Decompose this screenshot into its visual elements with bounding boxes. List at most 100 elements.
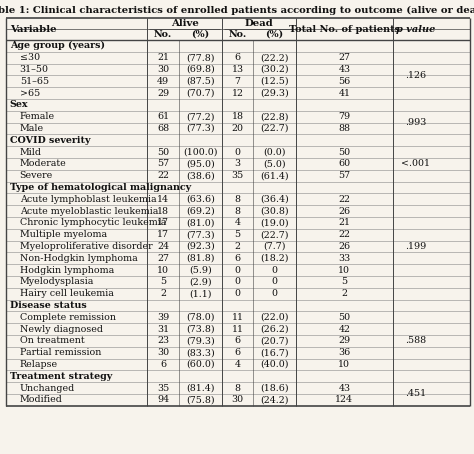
Text: p value: p value bbox=[396, 25, 436, 34]
Text: 4: 4 bbox=[235, 360, 240, 369]
Text: 2: 2 bbox=[235, 242, 240, 251]
Text: 0: 0 bbox=[235, 266, 240, 275]
Text: (1.1): (1.1) bbox=[189, 289, 211, 298]
Text: (5.0): (5.0) bbox=[264, 159, 286, 168]
Text: (36.4): (36.4) bbox=[260, 195, 289, 204]
Text: (77.3): (77.3) bbox=[186, 230, 215, 239]
Text: 17: 17 bbox=[157, 218, 169, 227]
Text: 26: 26 bbox=[338, 242, 350, 251]
Text: 2: 2 bbox=[160, 289, 166, 298]
Text: (69.8): (69.8) bbox=[186, 65, 215, 74]
Text: Complete remission: Complete remission bbox=[20, 313, 116, 322]
Text: 26: 26 bbox=[338, 207, 350, 216]
Text: (81.8): (81.8) bbox=[186, 254, 215, 263]
Text: No.: No. bbox=[154, 30, 172, 39]
Text: On treatment: On treatment bbox=[20, 336, 84, 345]
Text: Unchanged: Unchanged bbox=[20, 384, 75, 393]
Text: (61.4): (61.4) bbox=[260, 171, 289, 180]
Text: 6: 6 bbox=[235, 336, 240, 345]
Text: 43: 43 bbox=[338, 65, 350, 74]
Text: (12.5): (12.5) bbox=[260, 77, 289, 86]
Text: No.: No. bbox=[228, 30, 246, 39]
Text: >65: >65 bbox=[20, 89, 40, 98]
Text: 29: 29 bbox=[157, 89, 169, 98]
Text: 8: 8 bbox=[235, 207, 240, 216]
Text: 11: 11 bbox=[231, 325, 244, 334]
Text: 30: 30 bbox=[231, 395, 244, 405]
Text: (20.7): (20.7) bbox=[260, 336, 289, 345]
Text: (79.3): (79.3) bbox=[186, 336, 215, 345]
Text: 21: 21 bbox=[338, 218, 350, 227]
Text: <.001: <.001 bbox=[401, 159, 430, 168]
Text: (78.0): (78.0) bbox=[186, 313, 215, 322]
Text: (2.9): (2.9) bbox=[189, 277, 211, 286]
Text: 13: 13 bbox=[231, 65, 244, 74]
Text: 22: 22 bbox=[338, 195, 350, 204]
Text: (100.0): (100.0) bbox=[183, 148, 218, 157]
Text: (24.2): (24.2) bbox=[260, 395, 289, 405]
Text: (87.5): (87.5) bbox=[186, 77, 215, 86]
Text: 0: 0 bbox=[272, 289, 278, 298]
Text: 0: 0 bbox=[235, 277, 240, 286]
Text: (16.7): (16.7) bbox=[260, 348, 289, 357]
Text: 35: 35 bbox=[231, 171, 244, 180]
Text: Acute myeloblastic leukemia: Acute myeloblastic leukemia bbox=[20, 207, 158, 216]
Text: 43: 43 bbox=[338, 384, 350, 393]
Text: Chronic lymphocytic leukemia: Chronic lymphocytic leukemia bbox=[20, 218, 166, 227]
Text: 50: 50 bbox=[157, 148, 169, 157]
Text: Non-Hodgkin lymphoma: Non-Hodgkin lymphoma bbox=[20, 254, 137, 263]
Text: 18: 18 bbox=[231, 112, 244, 121]
Text: (22.7): (22.7) bbox=[260, 230, 289, 239]
Text: 57: 57 bbox=[157, 159, 169, 168]
Text: (75.8): (75.8) bbox=[186, 395, 215, 405]
Text: 36: 36 bbox=[338, 348, 350, 357]
Text: (19.0): (19.0) bbox=[260, 218, 289, 227]
Text: (30.2): (30.2) bbox=[260, 65, 289, 74]
Text: 4: 4 bbox=[235, 218, 240, 227]
Text: 21: 21 bbox=[157, 53, 169, 62]
Text: 30: 30 bbox=[157, 65, 169, 74]
Text: (83.3): (83.3) bbox=[186, 348, 215, 357]
Text: Total No. of patients: Total No. of patients bbox=[289, 25, 400, 34]
Text: Partial remission: Partial remission bbox=[20, 348, 101, 357]
Text: 7: 7 bbox=[235, 77, 240, 86]
Text: Age group (years): Age group (years) bbox=[9, 41, 105, 50]
Text: (95.0): (95.0) bbox=[186, 159, 215, 168]
Text: (7.7): (7.7) bbox=[264, 242, 286, 251]
Text: (40.0): (40.0) bbox=[260, 360, 289, 369]
Text: 30: 30 bbox=[157, 348, 169, 357]
Text: Relapse: Relapse bbox=[20, 360, 58, 369]
Text: ≤30: ≤30 bbox=[20, 53, 40, 62]
Text: .199: .199 bbox=[405, 242, 427, 251]
Text: Female: Female bbox=[20, 112, 55, 121]
Text: (18.6): (18.6) bbox=[260, 384, 289, 393]
Text: COVID severity: COVID severity bbox=[9, 136, 90, 145]
Text: (60.0): (60.0) bbox=[186, 360, 215, 369]
Text: (22.2): (22.2) bbox=[260, 53, 289, 62]
Text: 2: 2 bbox=[341, 289, 347, 298]
Text: Dead: Dead bbox=[245, 19, 273, 28]
Text: Type of hematological malignancy: Type of hematological malignancy bbox=[9, 183, 191, 192]
Text: 27: 27 bbox=[157, 254, 169, 263]
Text: Newly diagnosed: Newly diagnosed bbox=[20, 325, 103, 334]
Text: Acute lymphoblast leukemia: Acute lymphoblast leukemia bbox=[20, 195, 156, 204]
Text: (38.6): (38.6) bbox=[186, 171, 215, 180]
Text: (70.7): (70.7) bbox=[186, 89, 215, 98]
Text: 42: 42 bbox=[338, 325, 350, 334]
Text: 0: 0 bbox=[235, 148, 240, 157]
Text: (77.2): (77.2) bbox=[186, 112, 215, 121]
Text: (5.9): (5.9) bbox=[189, 266, 212, 275]
Text: (0.0): (0.0) bbox=[264, 148, 286, 157]
Text: Table 1: Clinical characteristics of enrolled patients according to outcome (ali: Table 1: Clinical characteristics of enr… bbox=[0, 6, 474, 15]
Text: 24: 24 bbox=[157, 242, 169, 251]
Text: (22.0): (22.0) bbox=[260, 313, 289, 322]
Text: 79: 79 bbox=[338, 112, 350, 121]
Text: 51–65: 51–65 bbox=[20, 77, 49, 86]
Bar bbox=[5, 2, 471, 406]
Text: 29: 29 bbox=[338, 336, 350, 345]
Text: Male: Male bbox=[20, 124, 44, 133]
Text: 14: 14 bbox=[157, 195, 169, 204]
Text: (92.3): (92.3) bbox=[186, 242, 215, 251]
Text: (%): (%) bbox=[265, 30, 284, 39]
Text: 5: 5 bbox=[160, 277, 166, 286]
